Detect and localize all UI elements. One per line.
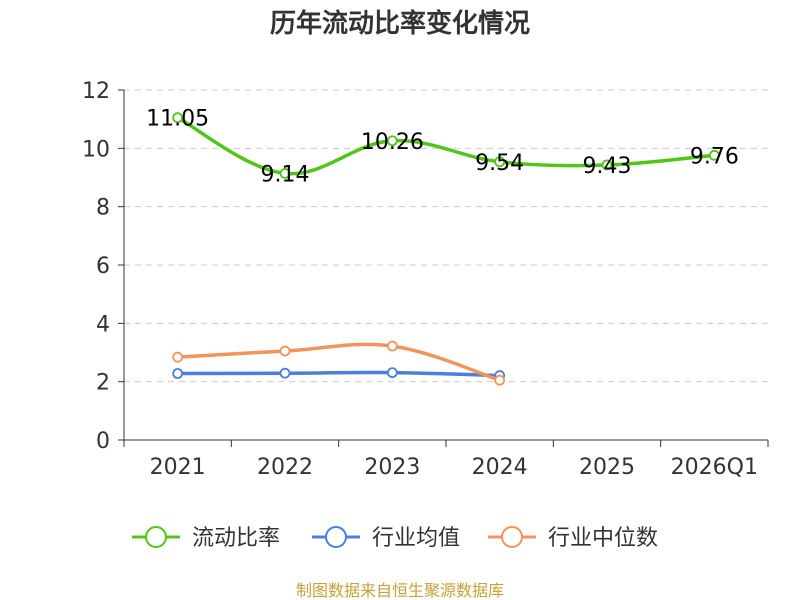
y-tick-label: 6 — [96, 254, 110, 279]
data-point — [708, 149, 720, 161]
data-label: 9.43 — [583, 154, 632, 179]
series-line-1 — [177, 370, 500, 378]
data-point — [601, 159, 613, 171]
data-point — [172, 351, 184, 363]
legend-marker-1 — [325, 526, 347, 548]
x-tick-label: 2024 — [472, 455, 528, 480]
data-label: 9.54 — [475, 151, 524, 176]
series-layer — [172, 112, 720, 386]
x-tick-label: 2021 — [150, 455, 206, 480]
series-line-0 — [176, 116, 715, 176]
data-point — [172, 368, 184, 379]
source-note: 制图数据来自恒生聚源数据库 — [296, 581, 504, 600]
grid-lines — [124, 89, 768, 383]
legend[interactable]: 流动比率 行业均值 行业中位数 — [132, 526, 658, 551]
legend-marker-2 — [501, 526, 523, 548]
legend-marker-0 — [145, 526, 167, 548]
chart-title: 历年流动比率变化情况 — [270, 8, 530, 39]
data-labels: 11.05 9.14 10.26 9.54 9.43 9.76 — [146, 107, 739, 188]
y-tick-label: 8 — [96, 196, 110, 221]
data-label: 11.05 — [146, 107, 209, 132]
y-tick-label: 4 — [96, 312, 110, 337]
data-point — [279, 367, 291, 379]
data-point — [386, 367, 398, 379]
data-point — [386, 340, 398, 352]
legend-label-0: 流动比率 — [192, 526, 280, 551]
data-point — [494, 156, 506, 168]
y-tick-label: 2 — [96, 371, 110, 396]
x-tick-label: 2025 — [579, 455, 635, 480]
data-label: 9.76 — [690, 144, 739, 169]
y-tick-label: 12 — [82, 79, 110, 104]
axes: 0 2 4 6 8 10 12 2021 2022 2023 2024 2025 2026Q1 — [82, 79, 769, 480]
y-tick-label: 0 — [96, 429, 110, 454]
data-label: 9.14 — [261, 162, 310, 187]
y-tick-label: 10 — [82, 137, 110, 162]
x-tick-label: 2023 — [364, 455, 420, 480]
x-tick-label: 2026Q1 — [671, 455, 758, 480]
data-point — [386, 135, 398, 147]
data-point — [494, 374, 506, 386]
legend-label-1: 行业均值 — [372, 526, 460, 551]
data-point — [172, 112, 184, 124]
data-point — [279, 168, 291, 179]
data-point — [279, 345, 291, 357]
x-tick-label: 2022 — [257, 455, 313, 480]
series-line-2 — [177, 342, 501, 382]
legend-label-2: 行业中位数 — [548, 526, 658, 551]
data-label: 10.26 — [361, 130, 424, 155]
